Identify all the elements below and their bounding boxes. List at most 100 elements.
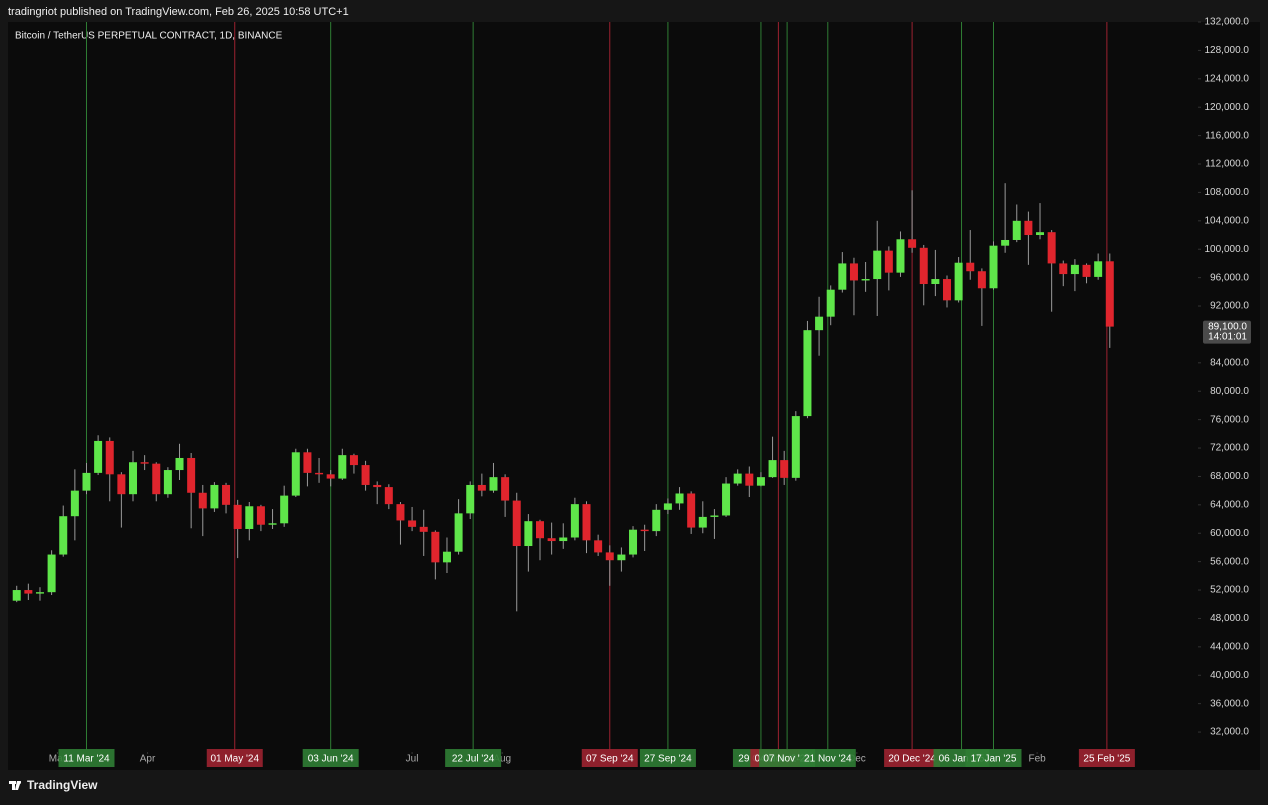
candle-body [873,250,882,280]
signal-label-box [1078,749,1135,767]
candle-body [501,477,510,501]
x-tick-label: Apr [140,754,156,765]
y-tick-label: 76,000.0 [1210,414,1249,425]
candle-body [396,504,405,521]
y-tick-label: 128,000.0 [1205,45,1250,56]
signal-label: 17 Jan '25 [971,754,1017,765]
signal-label-box [445,749,502,767]
candle-body [1082,264,1091,277]
candle-body [163,470,172,495]
candle-body [687,493,696,528]
candle-body [477,484,486,491]
x-tick-label: Aug [493,754,511,765]
candle-body [791,416,800,478]
candle-body [861,279,870,281]
y-tick-label: 32,000.0 [1210,727,1249,738]
signal-label: 01 May '24 [210,754,259,765]
candle-body [129,462,138,495]
y-tick-label: 124,000.0 [1205,73,1250,84]
countdown-label: 14:01:01 [1208,331,1247,342]
candle-body [373,484,382,488]
signal-label-box [58,749,115,767]
y-tick-label: 40,000.0 [1210,670,1249,681]
candle-body [466,484,475,514]
candle-body [849,263,858,281]
candle-body [547,538,556,542]
candle-body [745,473,754,486]
candle-body [942,279,951,301]
candle-body [70,490,79,517]
x-tick-label: Dec [848,754,866,765]
signal-label-box [302,749,359,767]
candle-body [722,483,731,516]
signal-label: 07 Sep '24 [586,754,634,765]
y-tick-label: 120,000.0 [1205,102,1250,113]
candle-body [442,551,451,563]
candle-body [803,330,812,417]
candle-body [349,455,358,466]
candle-body [1105,261,1114,327]
y-tick-label: 56,000.0 [1210,556,1249,567]
y-tick-label: 68,000.0 [1210,471,1249,482]
candle-body [838,263,847,290]
y-tick-label: 80,000.0 [1210,386,1249,397]
candle-body [268,523,277,525]
candle-body [338,455,347,479]
x-tick-label: Jul [406,754,419,765]
candle-body [559,537,568,542]
signal-label: 06 Jan '25 [939,754,985,765]
candle-body [640,529,649,532]
candle-body [663,503,672,510]
candle-body [977,271,986,289]
y-tick-label: 48,000.0 [1210,613,1249,624]
candle-body [675,493,684,504]
symbol-title: Bitcoin / TetherUS PERPETUAL CONTRACT, 1… [15,31,283,42]
signal-label-box [639,749,696,767]
y-tick-label: 104,000.0 [1205,215,1250,226]
candle-body [291,452,300,496]
y-tick-label: 100,000.0 [1205,244,1250,255]
y-tick-label: 52,000.0 [1210,585,1249,596]
signal-label: 22 Jul '24 [452,754,495,765]
candle-body [733,473,742,484]
candle-body [698,516,707,528]
candle-body [245,506,254,529]
candle-body [919,247,928,285]
footer-brand: TradingView [27,778,98,792]
candle-body [1012,220,1021,240]
candle-body [570,504,579,538]
candle-body [419,526,428,532]
candle-body [524,521,533,547]
candle-body [187,457,196,493]
signal-label: 07 Nov '24 [763,754,811,765]
candle-body [489,477,498,491]
candle-body [315,472,324,475]
candle-body [210,484,219,509]
y-tick-label: 96,000.0 [1210,272,1249,283]
candle-body [826,289,835,317]
candle-body [105,440,114,475]
signal-label: 25 Feb '25 [1083,754,1130,765]
candle-body [1001,239,1010,246]
candle-body [1059,263,1068,275]
candle-body [768,460,777,478]
candle-body [1047,232,1056,264]
candle-body [710,515,719,517]
candle-body [535,521,544,539]
signal-label-box [799,749,856,767]
candle-body [629,529,638,555]
candle-body [82,472,91,491]
candle-body [1036,232,1045,236]
signal-label: 21 Nov '24 [804,754,852,765]
y-tick-label: 112,000.0 [1205,159,1249,170]
candle-body [408,520,417,527]
candle-body [931,279,940,285]
candle-body [896,239,905,273]
y-tick-label: 44,000.0 [1210,641,1249,652]
y-tick-label: 36,000.0 [1210,698,1249,709]
candle-body [198,492,207,509]
candle-body [454,513,463,552]
x-tick-label: Feb [1028,754,1046,765]
candle-body [605,552,614,561]
